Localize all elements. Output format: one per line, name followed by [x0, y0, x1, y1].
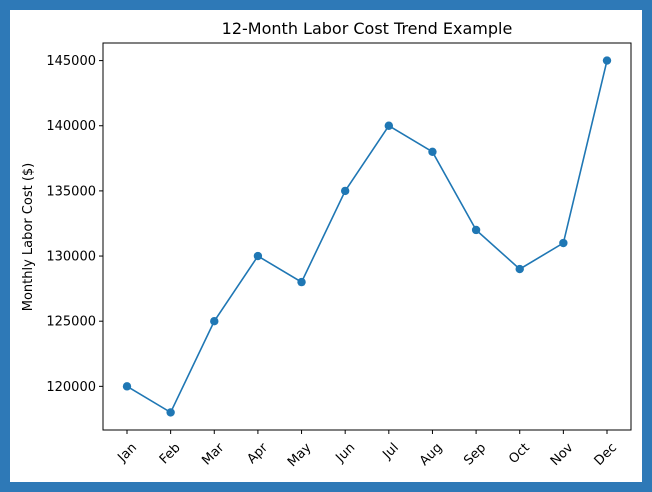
y-tick-label: 145000 — [46, 54, 96, 69]
x-tick-label: Apr — [244, 440, 271, 467]
x-tick-label: May — [285, 440, 315, 470]
x-tick-label: Jun — [333, 440, 359, 466]
chart-svg: 12-Month Labor Cost Trend Example Monthl… — [21, 19, 632, 470]
data-point — [340, 186, 350, 196]
y-tick-label: 125000 — [46, 315, 96, 330]
data-point — [210, 316, 219, 326]
series-line — [126, 60, 608, 414]
data-point — [122, 382, 132, 391]
y-tick-label: 140000 — [46, 119, 96, 134]
x-tick-label: Aug — [417, 440, 446, 469]
plot-frame — [102, 42, 632, 431]
data-point — [253, 251, 263, 261]
x-tick-label: Dec — [592, 440, 620, 468]
chart-title: 12-Month Labor Cost Trend Example — [222, 19, 513, 38]
data-point — [559, 238, 568, 248]
data-point — [297, 277, 306, 287]
data-point — [515, 264, 524, 274]
data-point — [166, 408, 175, 417]
data-point — [384, 121, 394, 130]
y-tick-label: 120000 — [46, 380, 96, 395]
chart-frame: 12-Month Labor Cost Trend Example Monthl… — [10, 10, 642, 482]
y-axis-label: Monthly Labor Cost ($) — [21, 163, 36, 312]
x-tick-label: Oct — [506, 440, 533, 467]
x-tick-label: Nov — [548, 440, 577, 469]
data-point — [602, 56, 612, 65]
data-point — [428, 147, 437, 157]
x-tick-label: Jan — [115, 440, 140, 465]
x-tick-label: Sep — [461, 440, 489, 468]
y-tick-label: 130000 — [46, 250, 96, 265]
x-tick-label: Mar — [199, 440, 227, 468]
y-tick-label: 135000 — [46, 184, 96, 199]
x-tick-label: Feb — [157, 440, 184, 467]
plot-area: 120000 125000 130000 135000 140000 145000 Jan F… — [46, 54, 620, 470]
data-point — [471, 225, 481, 235]
x-tick-label: Jul — [379, 440, 401, 462]
